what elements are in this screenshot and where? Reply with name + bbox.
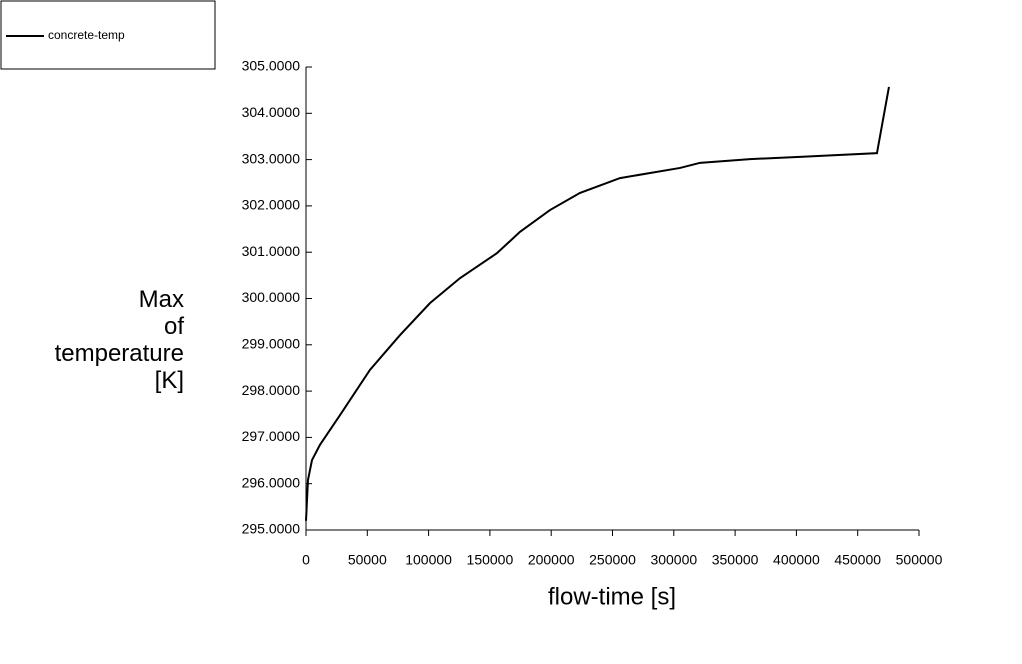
x-tick-label: 250000 [589,552,636,568]
x-tick-label: 350000 [712,552,759,568]
y-tick-label: 295.0000 [242,521,301,537]
line-series [305,86,890,521]
y-tick-label: 298.0000 [242,382,301,398]
y-tick-label: 297.0000 [242,428,301,444]
y-axis-label: Max of temperature [K] [54,286,184,394]
x-tick-label: 200000 [528,552,575,568]
x-tick-label: 400000 [773,552,820,568]
y-tick-label: 296.0000 [242,474,301,490]
x-tick-label: 500000 [896,552,943,568]
x-tick-label: 450000 [834,552,881,568]
x-tick-label: 150000 [467,552,514,568]
x-tick-label: 0 [302,552,310,568]
x-axis-label: flow-time [s] [548,583,676,610]
y-tick-label: 302.0000 [242,197,301,213]
x-tick-label: 300000 [650,552,697,568]
y-tick-label: 303.0000 [242,150,301,166]
x-tick-label: 100000 [405,552,452,568]
y-tick-label: 299.0000 [242,336,301,352]
x-tick-label: 50000 [348,552,387,568]
y-tick-label: 300.0000 [242,289,301,305]
y-tick-label: 301.0000 [242,243,301,259]
legend-label: concrete-temp [48,28,125,42]
y-tick-label: 304.0000 [242,104,301,120]
y-tick-label: 305.0000 [242,58,301,74]
